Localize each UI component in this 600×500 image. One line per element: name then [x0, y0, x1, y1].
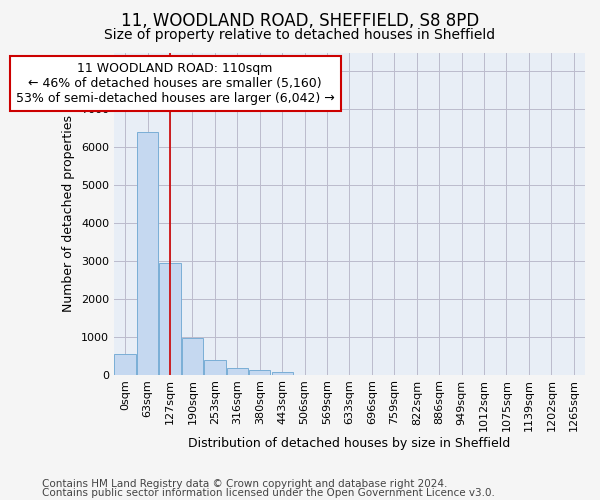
Text: Contains HM Land Registry data © Crown copyright and database right 2024.: Contains HM Land Registry data © Crown c… [42, 479, 448, 489]
Text: 11, WOODLAND ROAD, SHEFFIELD, S8 8PD: 11, WOODLAND ROAD, SHEFFIELD, S8 8PD [121, 12, 479, 30]
Bar [115, 354, 136, 374]
Bar [182, 338, 203, 374]
Text: Size of property relative to detached houses in Sheffield: Size of property relative to detached ho… [104, 28, 496, 42]
Bar [227, 368, 248, 374]
Text: 11 WOODLAND ROAD: 110sqm
← 46% of detached houses are smaller (5,160)
53% of sem: 11 WOODLAND ROAD: 110sqm ← 46% of detach… [16, 62, 335, 105]
Bar [160, 263, 181, 374]
Bar [137, 132, 158, 374]
Text: Contains public sector information licensed under the Open Government Licence v3: Contains public sector information licen… [42, 488, 495, 498]
Bar [249, 370, 271, 374]
Y-axis label: Number of detached properties: Number of detached properties [62, 115, 76, 312]
Bar [204, 360, 226, 374]
X-axis label: Distribution of detached houses by size in Sheffield: Distribution of detached houses by size … [188, 437, 511, 450]
Bar [272, 372, 293, 374]
